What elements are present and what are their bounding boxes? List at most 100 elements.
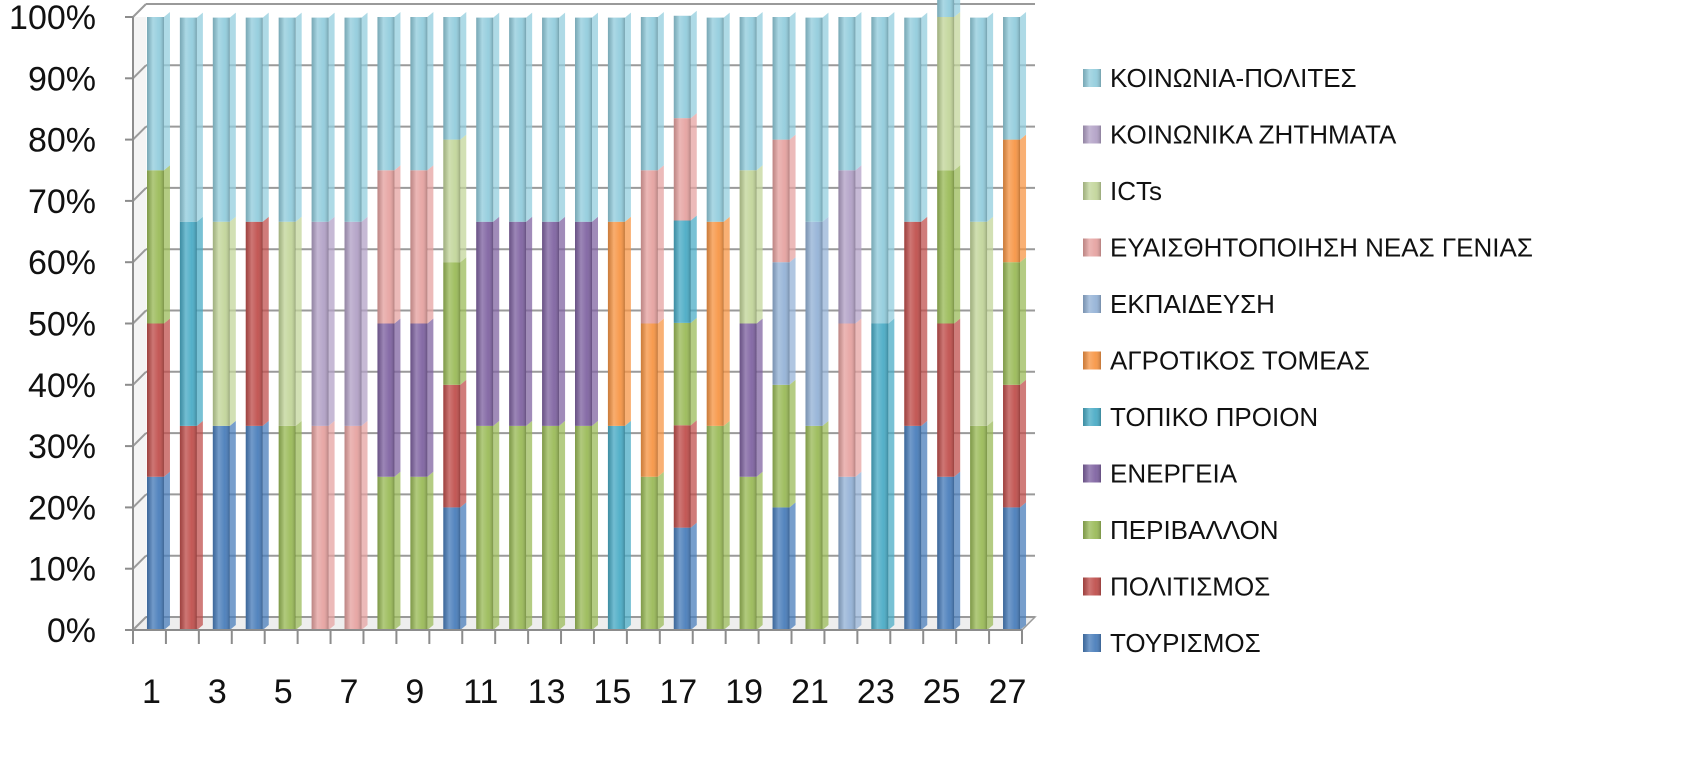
bar-segment-shade xyxy=(410,323,428,477)
side-wall xyxy=(133,17,146,630)
legend-swatch-shade xyxy=(1083,521,1101,539)
bar-segment-side xyxy=(229,420,236,630)
bar-segment-side xyxy=(394,12,401,171)
bar-segment-shade xyxy=(278,17,296,222)
gridline-depth xyxy=(132,125,147,141)
bar-segment-shade xyxy=(739,323,757,477)
bar-segment-side xyxy=(624,12,631,222)
bar-segment-side xyxy=(262,420,269,630)
bar-segment-side xyxy=(394,471,401,630)
bar-segment-side xyxy=(295,420,302,630)
bar-segment-shade xyxy=(509,425,527,630)
bar-segment-shade xyxy=(278,221,296,426)
x-tick-label: 21 xyxy=(791,673,829,711)
bar-segment-shade xyxy=(212,425,230,630)
bar-segment-shade xyxy=(904,425,922,630)
bar-segment-shade xyxy=(838,170,856,324)
gridline-depth xyxy=(132,616,147,631)
bar-segment-shade xyxy=(377,170,395,324)
bar-segment-side xyxy=(361,12,368,222)
bar-segment-shade xyxy=(542,17,560,222)
legend-swatch-shade xyxy=(1083,351,1101,370)
bar-segment-side xyxy=(690,215,697,323)
bar-segment-side xyxy=(855,165,862,324)
bar-segment-shade xyxy=(344,221,362,426)
bar-segment-side xyxy=(427,165,434,324)
bar-segment-side xyxy=(723,216,730,426)
bar-segment-shade xyxy=(146,170,164,324)
bar-segment-shade xyxy=(179,425,197,630)
bar-segment-side xyxy=(690,420,697,528)
y-tick-label: 0% xyxy=(47,612,96,650)
bar-segment-shade xyxy=(838,17,856,171)
x-tick-label: 25 xyxy=(923,673,961,711)
bar-segment-shade xyxy=(673,322,691,426)
legend-label: ΕΥΑΙΣΘΗΤΟΠΟΙΗΣΗ ΝΕΑΣ ΓΕΝΙΑΣ xyxy=(1110,233,1533,263)
x-tick-label: 3 xyxy=(208,673,227,711)
bar-segment-side xyxy=(789,134,796,263)
legend-swatch-shade xyxy=(1083,577,1101,596)
bar-segment-side xyxy=(987,420,994,630)
bar-segment-shade xyxy=(146,476,164,630)
bar-segment-shade xyxy=(575,17,592,222)
bar-segment-shade xyxy=(245,17,263,222)
gridline-depth xyxy=(132,248,147,263)
bar-segment-side xyxy=(361,216,368,426)
bar-segment-shade xyxy=(542,221,560,426)
bar-segment-side xyxy=(328,216,335,426)
bar-segment-shade xyxy=(575,221,592,426)
bar-segment-side xyxy=(460,12,467,140)
bar-segment-side xyxy=(262,216,269,426)
gridline-depth xyxy=(132,371,147,386)
bar-segment-side xyxy=(954,165,961,324)
bar-segment-shade xyxy=(607,17,625,222)
legend-label: ΕΚΠΑΙΔΕΥΣΗ xyxy=(1110,289,1275,319)
bar-segment-shade xyxy=(871,323,889,630)
legend-swatch-shade xyxy=(1083,69,1101,87)
bar-segment-shade xyxy=(607,425,625,630)
bar-segment-side xyxy=(559,12,566,222)
bar-segment-shade xyxy=(673,527,691,630)
bar-segment-shade xyxy=(410,476,428,630)
bar-segment-side xyxy=(756,165,763,324)
bar-segment-side xyxy=(229,216,236,426)
bar-segment-side xyxy=(756,12,763,171)
bar-segment-side xyxy=(262,12,269,222)
bar-segment-shade xyxy=(805,425,823,630)
bar-segment-shade xyxy=(410,170,428,324)
bar-segment-shade xyxy=(937,0,955,17)
bar-segment-side xyxy=(460,502,467,630)
bar-segment-side xyxy=(690,522,697,630)
bar-segment-side xyxy=(657,12,664,171)
bar-segment-shade xyxy=(509,17,527,222)
bar-segment-side xyxy=(196,216,203,426)
bar-segment-shade xyxy=(1003,139,1021,263)
bar-segment-shade xyxy=(443,384,461,508)
bar-segment-side xyxy=(987,12,994,222)
legend-swatch-shade xyxy=(1083,182,1101,200)
bar-segment-shade xyxy=(212,221,230,426)
bar-segment-side xyxy=(954,0,961,17)
bar-segment-side xyxy=(427,471,434,630)
bar-segment-shade xyxy=(640,17,658,171)
bar-segment-shade xyxy=(904,17,922,222)
bar-segment-shade xyxy=(706,425,724,630)
bar-segment-side xyxy=(888,318,895,630)
legend-label: ΠΟΛΙΤΙΣΜΟΣ xyxy=(1110,572,1270,602)
x-tick-label: 17 xyxy=(659,673,697,711)
legend-swatch-shade xyxy=(1083,238,1101,257)
bar-segment-side xyxy=(196,12,203,222)
y-axis-tick-labels: 0% 10% 20% 30% 40% 50% 60% 70% 80% 90% 100% xyxy=(9,0,96,650)
bar-segment-shade xyxy=(673,15,691,119)
bar-segment-shade xyxy=(772,139,790,263)
x-tick-label: 15 xyxy=(594,673,632,711)
bar-segment-shade xyxy=(146,17,164,171)
bar-segment-side xyxy=(657,318,664,477)
bar-segment-side xyxy=(1020,379,1027,508)
bar-segment-side xyxy=(559,216,566,426)
bar-segment-shade xyxy=(838,323,856,477)
bar-segment-shade xyxy=(673,220,691,323)
bar-segment-shade xyxy=(443,262,461,385)
bar-segment-side xyxy=(163,12,170,171)
